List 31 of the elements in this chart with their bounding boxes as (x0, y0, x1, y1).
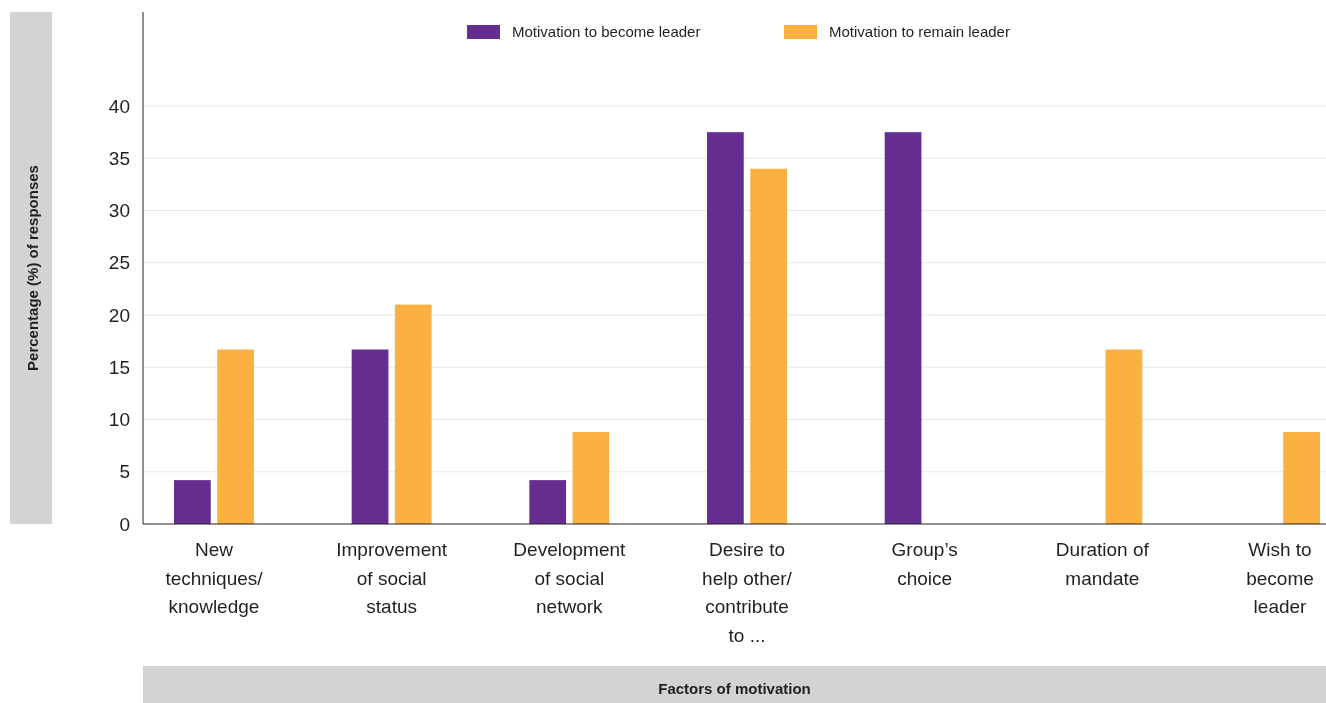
x-tick-label: Group’s choice (891, 539, 958, 589)
bar (884, 132, 922, 524)
x-tick-label: New techniques/ knowledge (165, 539, 264, 617)
bar (1283, 432, 1320, 524)
y-tick-label: 35 (108, 147, 130, 169)
y-tick-label: 5 (119, 461, 130, 483)
x-tick-label: Desire to help other/ contribute to ... (702, 539, 793, 646)
y-tick-label: 30 (108, 200, 130, 222)
bar (217, 349, 254, 524)
bar (351, 349, 389, 524)
y-tick-label: 10 (108, 409, 130, 431)
bar (174, 480, 211, 524)
y-axis-title: Percentage (%) of responses (24, 165, 41, 371)
y-tick-label: 15 (108, 356, 130, 378)
bar (1105, 349, 1143, 524)
bar (529, 480, 567, 524)
y-tick-label: 40 (108, 95, 130, 117)
y-tick-label: 20 (108, 304, 130, 326)
x-axis-title: Factors of motivation (658, 680, 811, 697)
bar (707, 132, 744, 524)
bar (394, 304, 432, 524)
x-tick-label: Wish to become leader (1246, 539, 1314, 617)
x-tick-label: Development of social network (513, 539, 627, 617)
legend-label: Motivation to remain leader (829, 23, 1010, 41)
legend-label: Motivation to become leader (512, 23, 701, 41)
y-tick-label: 0 (119, 513, 130, 535)
x-tick-label: Duration of mandate (1055, 539, 1150, 589)
x-tick-label: Improvement of social status (336, 539, 448, 617)
y-tick-label: 25 (108, 252, 130, 274)
bar (572, 432, 610, 524)
bar (750, 168, 787, 524)
